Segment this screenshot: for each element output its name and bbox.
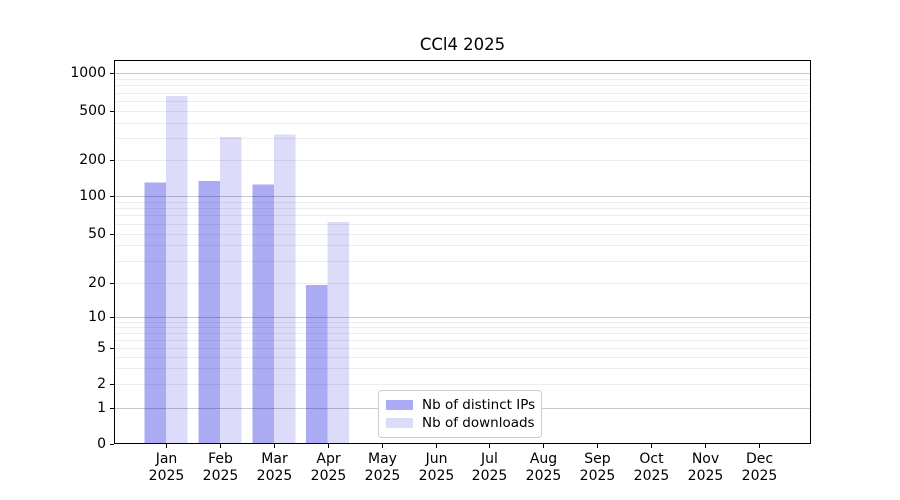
bar-distinct-ips bbox=[144, 182, 166, 444]
x-tick-label-line: Sep bbox=[584, 451, 611, 467]
x-tick-label-line: 2025 bbox=[418, 467, 455, 484]
x-tick-label-line: Jan bbox=[155, 451, 178, 467]
legend-label: Nb of distinct IPs bbox=[422, 396, 536, 413]
x-tick-label-line: 2025 bbox=[471, 467, 508, 484]
y-tick-label: 100 bbox=[79, 188, 106, 204]
x-tick-label: Aug 2025 bbox=[512, 451, 576, 484]
y-tick-label: 20 bbox=[88, 275, 106, 291]
x-tick-label: May 2025 bbox=[351, 451, 415, 484]
y-tick-label: 0 bbox=[97, 436, 106, 452]
y-tick-label: 10 bbox=[88, 309, 106, 325]
x-tick-label-line: May bbox=[368, 451, 397, 467]
x-tick-label-line: Nov bbox=[691, 451, 720, 467]
x-tick-label-line: Dec bbox=[745, 451, 774, 467]
y-tick-label: 1000 bbox=[70, 65, 106, 81]
x-tick-label: Dec 2025 bbox=[728, 451, 792, 484]
y-tick-label: 2 bbox=[97, 376, 106, 392]
plot-border bbox=[114, 60, 811, 444]
x-tick-label: Sep 2025 bbox=[566, 451, 630, 484]
bar-downloads bbox=[166, 95, 188, 445]
y-tick-label: 5 bbox=[97, 340, 106, 356]
legend-item: Nb of downloads bbox=[386, 415, 535, 432]
y-tick-label: 200 bbox=[79, 152, 106, 168]
x-tick-label-line: 2025 bbox=[525, 467, 562, 484]
x-tick-label: Nov 2025 bbox=[674, 451, 738, 484]
y-tick-label: 1 bbox=[97, 400, 106, 416]
bar-downloads bbox=[327, 221, 350, 444]
x-tick-label-line: 2025 bbox=[633, 467, 670, 484]
legend: Nb of distinct IPs Nb of downloads bbox=[378, 390, 542, 438]
x-tick-label: Jan 2025 bbox=[135, 451, 199, 484]
legend-swatch bbox=[386, 418, 413, 429]
x-tick-label-line: 2025 bbox=[256, 467, 293, 484]
x-tick-label: Feb 2025 bbox=[189, 451, 253, 484]
x-tick-label: Mar 2025 bbox=[243, 451, 307, 484]
x-tick-label-line: 2025 bbox=[741, 467, 778, 484]
x-tick-label-line: Jun bbox=[425, 451, 448, 467]
legend-item: Nb of distinct IPs bbox=[386, 396, 536, 413]
bar-distinct-ips bbox=[198, 181, 220, 444]
x-tick-label: Jun 2025 bbox=[405, 451, 469, 484]
x-tick-label: Jul 2025 bbox=[458, 451, 522, 484]
x-tick-label-line: 2025 bbox=[148, 467, 185, 484]
x-tick-label-line: Mar bbox=[261, 451, 288, 467]
x-tick-label-line: Oct bbox=[639, 451, 664, 467]
x-tick-label-line: Jul bbox=[481, 451, 498, 467]
x-tick-label-line: 2025 bbox=[687, 467, 724, 484]
x-tick-label-line: 2025 bbox=[364, 467, 401, 484]
legend-swatch bbox=[386, 399, 413, 410]
x-tick-label-line: 2025 bbox=[579, 467, 616, 484]
bar-downloads bbox=[273, 134, 296, 445]
bar-distinct-ips bbox=[252, 184, 274, 444]
x-tick-label-line: Apr bbox=[316, 451, 341, 467]
x-tick-label: Oct 2025 bbox=[620, 451, 684, 484]
y-tick-label: 500 bbox=[79, 103, 106, 119]
bar-distinct-ips bbox=[306, 285, 328, 444]
x-tick-label: Apr 2025 bbox=[297, 451, 361, 484]
y-tick-label: 50 bbox=[88, 226, 106, 242]
bar-downloads bbox=[219, 137, 242, 444]
x-tick-label-line: 2025 bbox=[310, 467, 347, 484]
chart-title: CCl4 2025 bbox=[419, 35, 506, 54]
x-tick-label-line: Aug bbox=[529, 451, 558, 467]
legend-label: Nb of downloads bbox=[422, 415, 535, 432]
x-tick-label-line: Feb bbox=[208, 451, 233, 467]
x-tick-label-line: 2025 bbox=[202, 467, 239, 484]
